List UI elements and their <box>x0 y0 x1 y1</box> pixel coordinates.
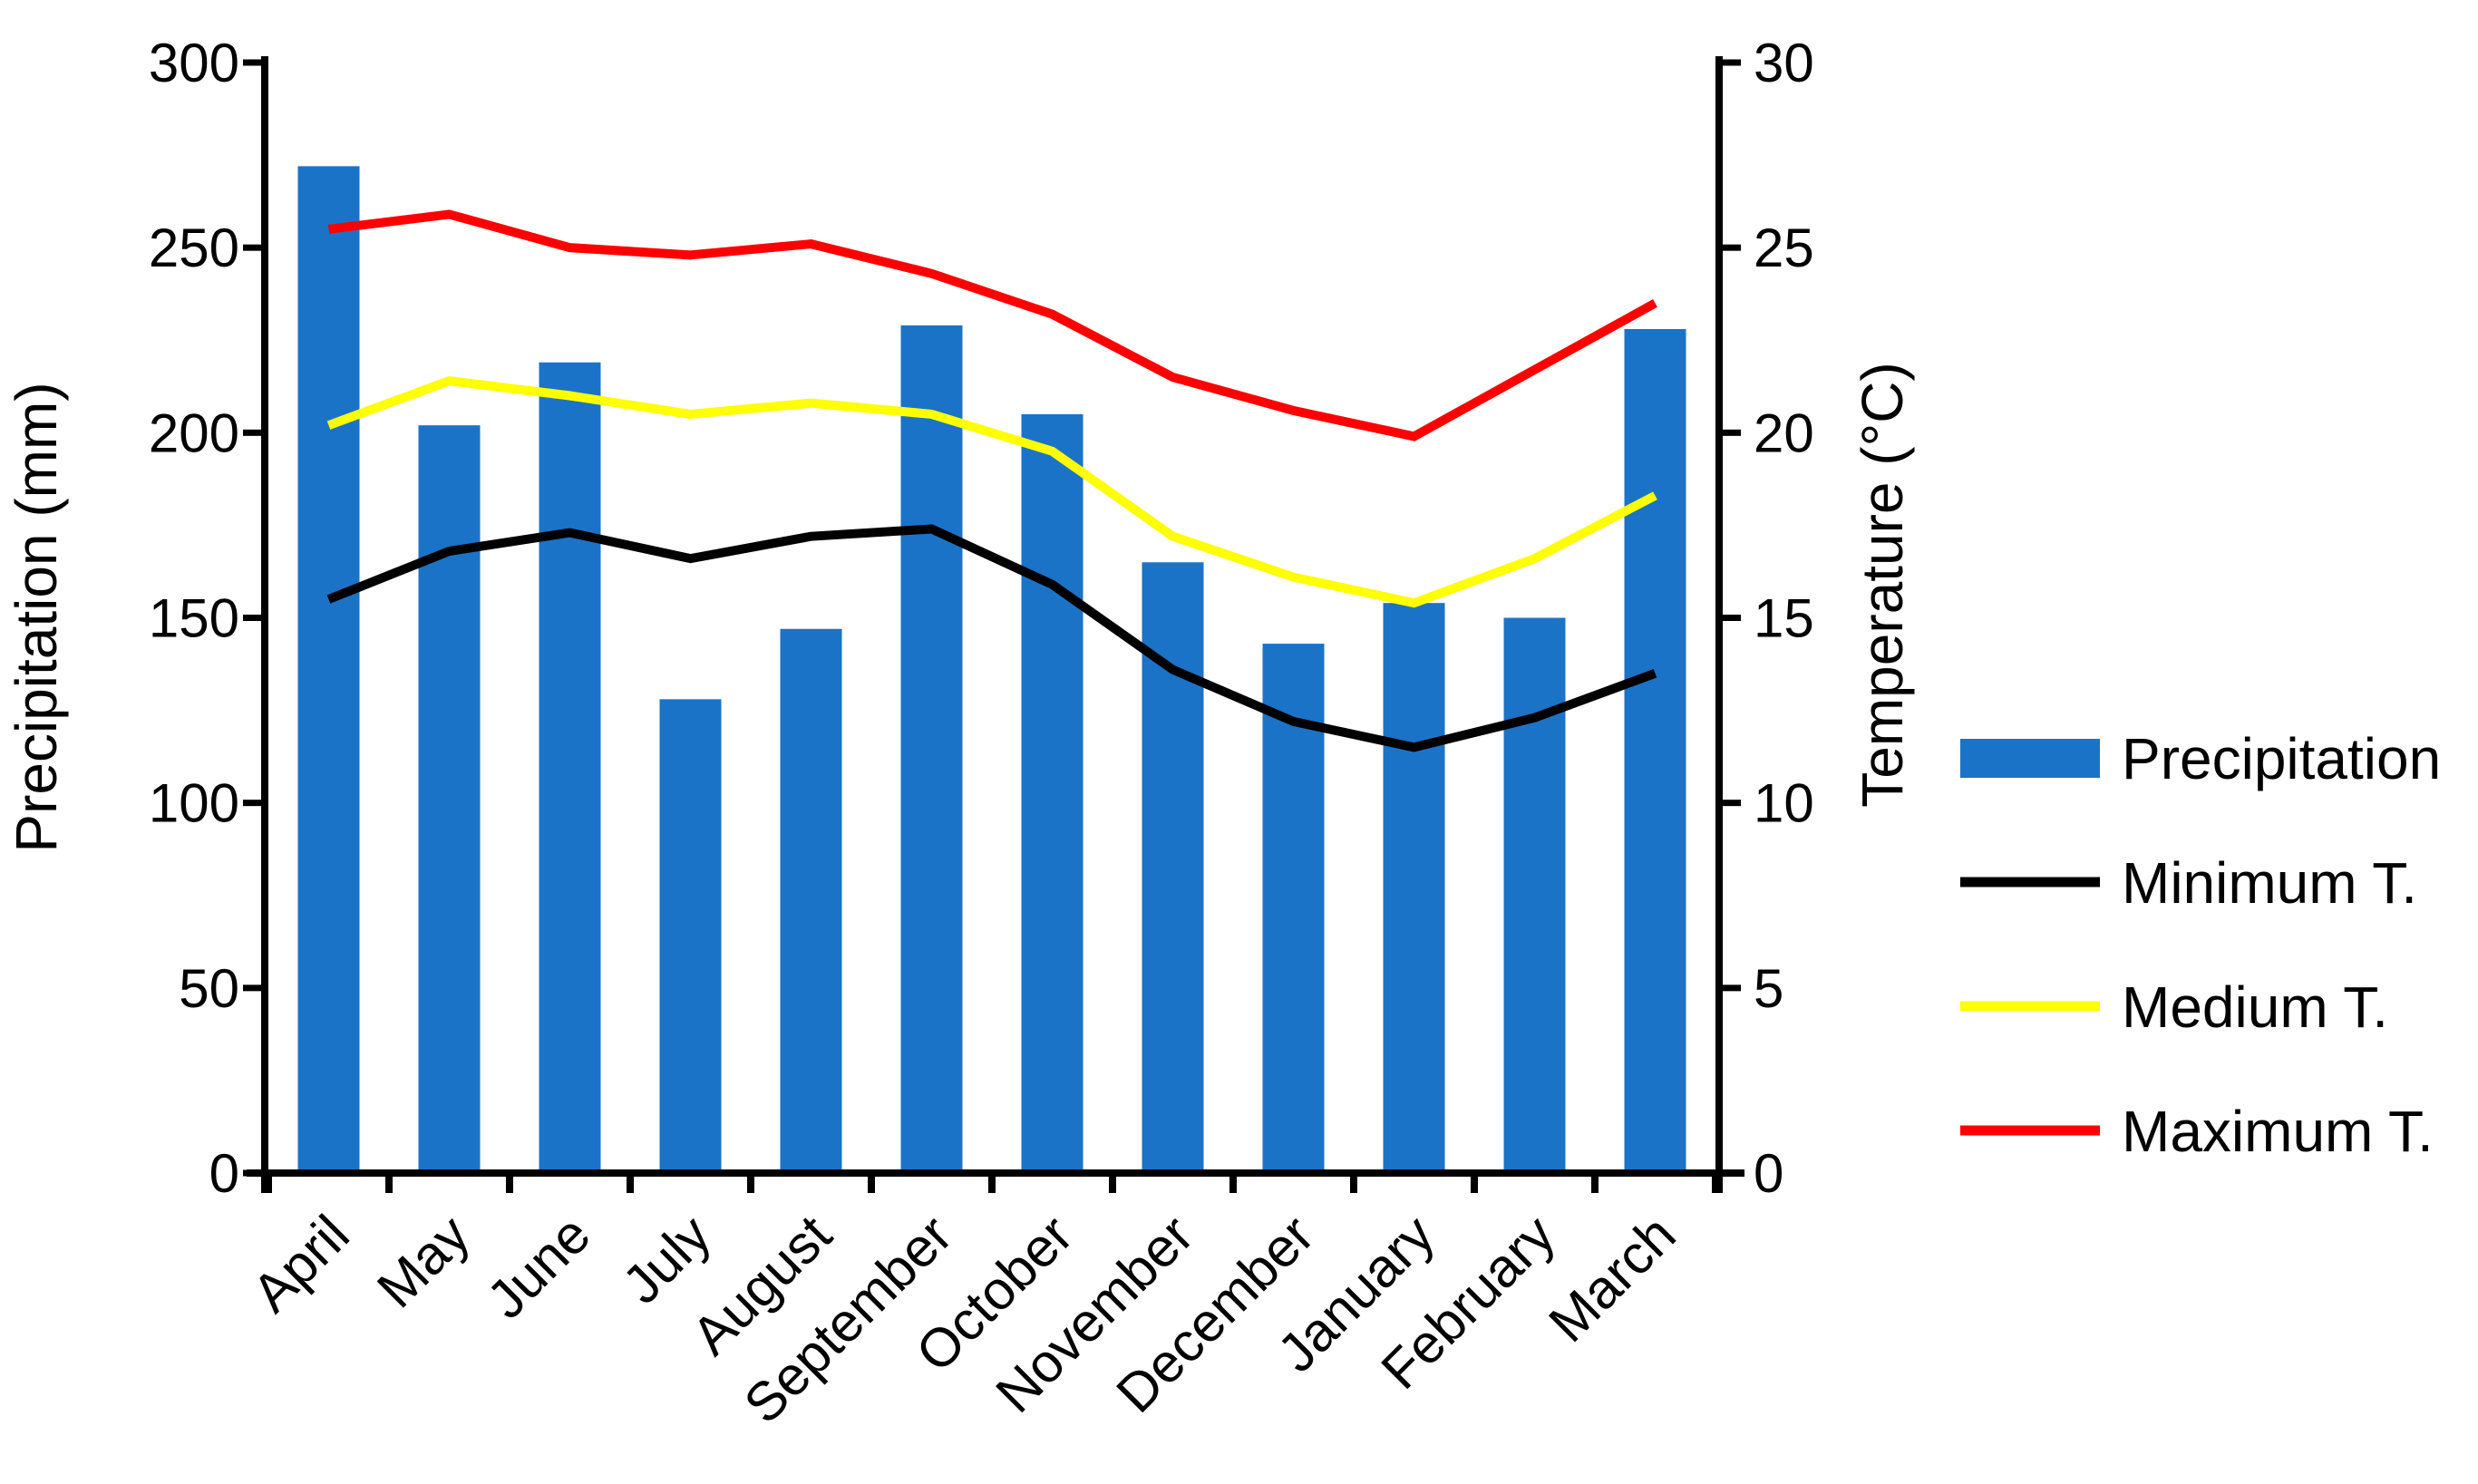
left-tick-0 <box>243 1169 265 1177</box>
axes <box>243 56 1744 1193</box>
left-axis-title: Precipitation (mm) <box>4 382 69 852</box>
line-maximum-t <box>327 209 1657 441</box>
right-axis-line <box>1715 56 1723 1193</box>
month-label-march: March <box>1537 1204 1686 1353</box>
x-boundary-tick-2 <box>506 1173 513 1193</box>
bar-november <box>1142 562 1204 1173</box>
month-label-may: May <box>365 1204 481 1320</box>
left-tick-250 <box>243 244 265 251</box>
left-axis-line <box>261 56 268 1193</box>
x-boundary-tick-7 <box>1109 1173 1116 1193</box>
x-boundary-tick-5 <box>868 1173 875 1193</box>
precipitation-bars <box>297 166 1686 1174</box>
legend-label-precipitation: Precipitation <box>2122 726 2441 791</box>
bar-august <box>780 628 842 1173</box>
left-tick-label-100: 100 <box>149 773 239 834</box>
x-boundary-tick-8 <box>1229 1173 1237 1193</box>
right-tick-label-30: 30 <box>1754 33 1814 93</box>
bar-july <box>659 699 722 1173</box>
x-boundary-tick-11 <box>1591 1173 1599 1193</box>
right-tick-label-20: 20 <box>1754 403 1814 463</box>
x-boundary-tick-3 <box>627 1173 634 1193</box>
axis-tick-labels: 0 50 100 150 200 250 300 0 5 10 15 20 25 30 <box>149 33 1814 1204</box>
month-label-april: April <box>240 1204 360 1324</box>
right-tick-15 <box>1719 615 1741 621</box>
right-tick-label-25: 25 <box>1754 218 1814 278</box>
left-tick-150 <box>243 615 265 621</box>
x-boundary-tick-4 <box>747 1173 754 1193</box>
left-tick-50 <box>243 984 265 992</box>
left-tick-100 <box>243 800 265 807</box>
right-tick-label-15: 15 <box>1754 588 1814 649</box>
month-label-june: June <box>475 1204 601 1330</box>
bar-february <box>1503 617 1566 1173</box>
legend-label-minimum-t: Minimum T. <box>2122 850 2417 916</box>
legend-swatch-precipitation <box>1960 739 2100 778</box>
x-boundary-tick-9 <box>1350 1173 1357 1193</box>
right-tick-0 <box>1719 1169 1741 1177</box>
right-tick-label-0: 0 <box>1754 1143 1783 1204</box>
line-minimum-t <box>326 524 1657 752</box>
bar-october <box>1021 413 1084 1174</box>
bar-march <box>1624 329 1686 1173</box>
bar-september <box>900 325 963 1174</box>
right-tick-label-10: 10 <box>1754 773 1814 834</box>
x-boundary-tick-1 <box>385 1173 393 1193</box>
legend-label-medium-t: Medium T. <box>2122 975 2388 1040</box>
x-boundary-tick-0 <box>265 1173 272 1193</box>
left-tick-300 <box>243 59 265 66</box>
bar-april <box>297 166 360 1173</box>
right-tick-5 <box>1719 984 1741 992</box>
bar-january <box>1383 603 1445 1173</box>
bar-may <box>418 425 481 1174</box>
bar-june <box>539 362 601 1173</box>
x-boundary-tick-6 <box>988 1173 996 1193</box>
right-axis-title: Temperature (°C) <box>1850 362 1915 808</box>
legend: Precipitation Minimum T. Medium T. Maxim… <box>1960 726 2441 1164</box>
left-tick-label-300: 300 <box>149 33 239 93</box>
line-medium-t <box>326 376 1657 608</box>
bar-december <box>1262 644 1325 1173</box>
left-tick-label-200: 200 <box>149 403 239 463</box>
left-tick-label-250: 250 <box>149 218 239 278</box>
right-tick-label-5: 5 <box>1754 958 1783 1019</box>
right-tick-30 <box>1719 59 1741 66</box>
right-tick-25 <box>1719 244 1741 251</box>
x-boundary-tick-12 <box>1712 1173 1719 1193</box>
left-tick-label-150: 150 <box>149 588 239 649</box>
left-tick-label-0: 0 <box>209 1143 239 1204</box>
x-boundary-tick-10 <box>1471 1173 1478 1193</box>
temperature-lines <box>326 209 1657 752</box>
legend-label-maximum-t: Maximum T. <box>2122 1099 2434 1164</box>
left-tick-label-50: 50 <box>179 958 239 1019</box>
right-tick-20 <box>1719 429 1741 436</box>
right-tick-10 <box>1719 800 1741 807</box>
left-tick-200 <box>243 429 265 436</box>
